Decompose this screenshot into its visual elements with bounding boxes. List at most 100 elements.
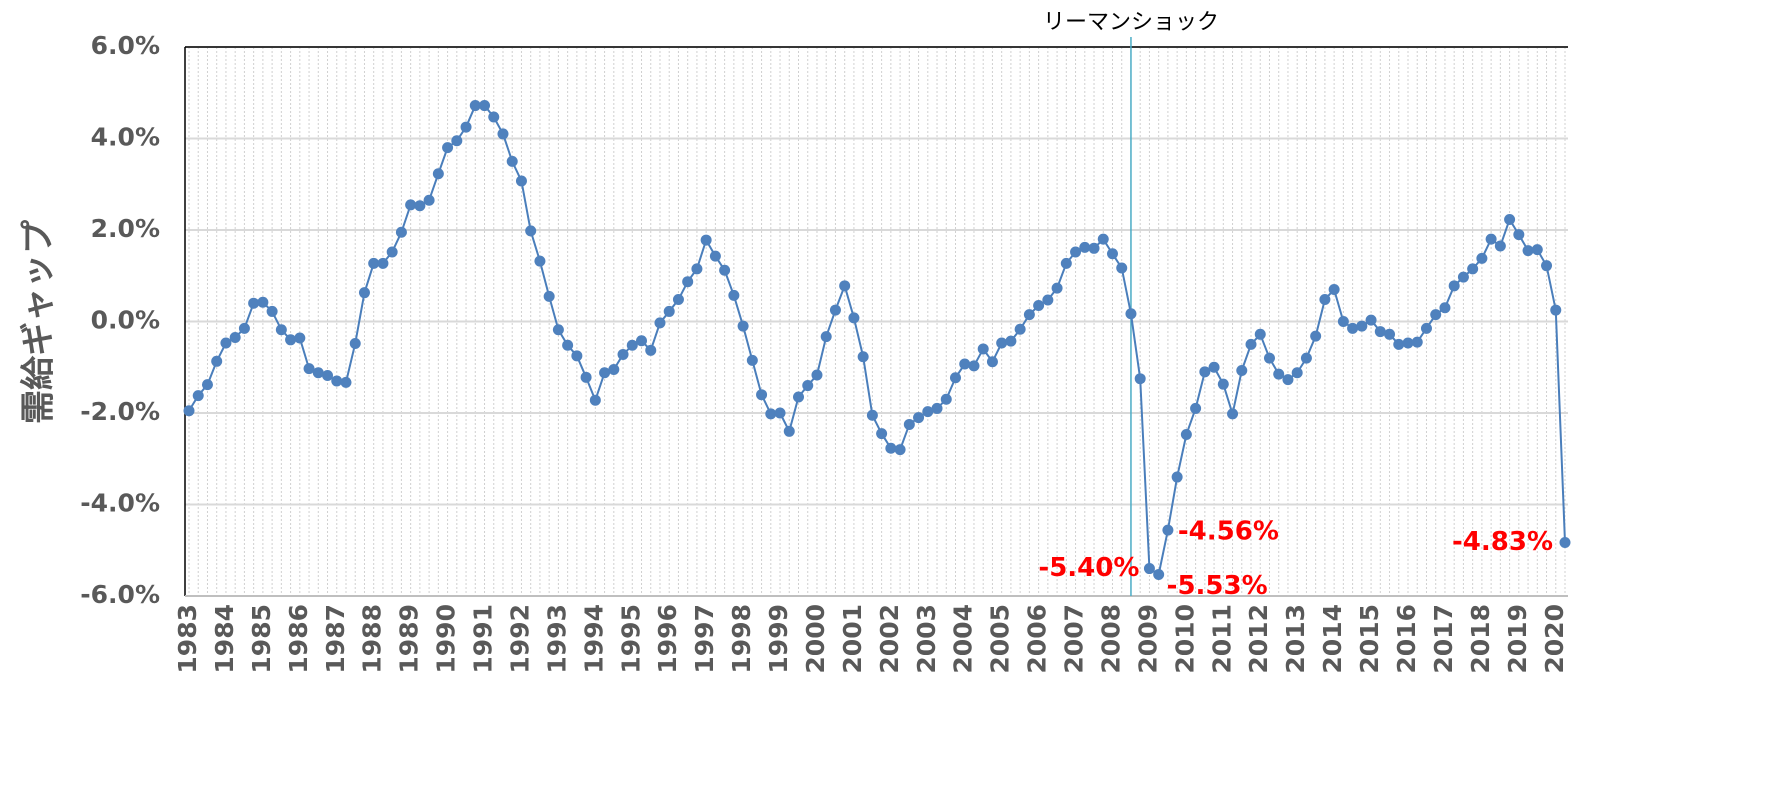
data-point: [1448, 280, 1460, 292]
data-point: [977, 343, 989, 355]
data-point: [423, 194, 435, 206]
data-point: [1494, 240, 1506, 252]
x-tick-label: 1986: [284, 604, 313, 674]
data-point: [940, 393, 952, 405]
data-point: [802, 380, 814, 392]
data-point: [1153, 568, 1165, 580]
y-tick-label: -6.0%: [80, 580, 160, 609]
data-point: [645, 344, 657, 356]
x-tick-label: 1994: [579, 604, 608, 674]
data-point: [1541, 260, 1553, 272]
data-point: [1402, 337, 1414, 349]
data-point: [1033, 299, 1045, 311]
x-tick-label: 1984: [210, 604, 239, 674]
data-point: [1180, 429, 1192, 441]
data-point: [469, 100, 481, 112]
x-tick-label: 2010: [1170, 604, 1199, 674]
y-tick-label: -2.0%: [80, 397, 160, 426]
data-point: [783, 425, 795, 437]
data-point: [414, 200, 426, 212]
x-tick-label: 2000: [801, 604, 830, 674]
data-point: [1106, 248, 1118, 260]
data-point: [1070, 246, 1082, 258]
data-point: [303, 363, 315, 375]
data-point: [1208, 361, 1220, 373]
data-point: [488, 111, 500, 123]
data-point: [1125, 308, 1137, 320]
data-point: [1384, 328, 1396, 340]
data-point: [959, 358, 971, 370]
data-point: [1559, 536, 1571, 548]
data-point: [1282, 374, 1294, 386]
x-tick-label: 2018: [1466, 604, 1495, 674]
data-point: [1116, 262, 1128, 274]
x-tick-label: 1985: [247, 604, 276, 674]
data-point: [1171, 471, 1183, 483]
data-point: [1356, 320, 1368, 332]
data-point: [728, 289, 740, 301]
data-point: [525, 225, 537, 237]
data-point: [876, 428, 888, 440]
data-point: [968, 360, 980, 372]
data-point: [275, 324, 287, 336]
x-tick-label: 2011: [1207, 604, 1236, 674]
annotation: リーマンショック: [1043, 10, 1219, 35]
x-tick-label: 1989: [395, 604, 424, 674]
data-point: [562, 339, 574, 351]
data-point: [1328, 283, 1340, 295]
data-point: [552, 324, 564, 336]
data-point: [839, 280, 851, 292]
data-point: [1134, 373, 1146, 385]
data-point: [700, 234, 712, 246]
x-tick-label: 2012: [1244, 604, 1273, 674]
data-point: [515, 175, 527, 187]
data-point: [1051, 282, 1063, 294]
x-tick-label: 2001: [838, 604, 867, 674]
data-point: [820, 331, 832, 343]
data-point: [654, 317, 666, 329]
data-point: [1365, 314, 1377, 326]
data-point: [451, 135, 463, 147]
data-point: [949, 372, 961, 384]
data-point: [811, 369, 823, 381]
data-point: [201, 379, 213, 391]
data-point: [885, 442, 897, 454]
data-point: [395, 226, 407, 238]
data-point: [691, 263, 703, 275]
data-point: [1430, 309, 1442, 321]
data-point: [1522, 245, 1534, 257]
y-tick-label: 6.0%: [91, 31, 160, 60]
x-tick-label: 2007: [1060, 604, 1089, 674]
data-point: [1217, 378, 1229, 390]
x-tick-label: 1991: [469, 604, 498, 674]
data-point: [913, 412, 925, 424]
y-tick-label: 4.0%: [91, 123, 160, 152]
data-point: [1254, 328, 1266, 340]
data-point: [368, 257, 380, 269]
data-point: [996, 337, 1008, 349]
data-point: [636, 335, 648, 347]
data-point: [1439, 302, 1451, 314]
x-tick-label: 1983: [173, 604, 202, 674]
data-point: [931, 402, 943, 414]
data-point: [663, 305, 675, 317]
value-label: -4.83%: [1452, 527, 1553, 557]
data-point: [1227, 408, 1239, 420]
x-tick-label: 2017: [1429, 604, 1458, 674]
data-point: [340, 376, 352, 388]
data-point: [589, 394, 601, 406]
data-point: [1457, 271, 1469, 283]
data-point: [682, 276, 694, 288]
data-point: [312, 367, 324, 379]
data-point: [756, 389, 768, 401]
data-point: [331, 375, 343, 387]
data-point: [1042, 294, 1054, 306]
data-point: [257, 296, 269, 308]
data-point: [1014, 323, 1026, 335]
x-tick-label: 1996: [653, 604, 682, 674]
y-axis-label: 需給ギャップ: [19, 220, 59, 424]
x-tick-label: 2016: [1392, 604, 1421, 674]
data-point: [1060, 257, 1072, 269]
data-point: [543, 290, 555, 302]
data-point: [386, 246, 398, 258]
